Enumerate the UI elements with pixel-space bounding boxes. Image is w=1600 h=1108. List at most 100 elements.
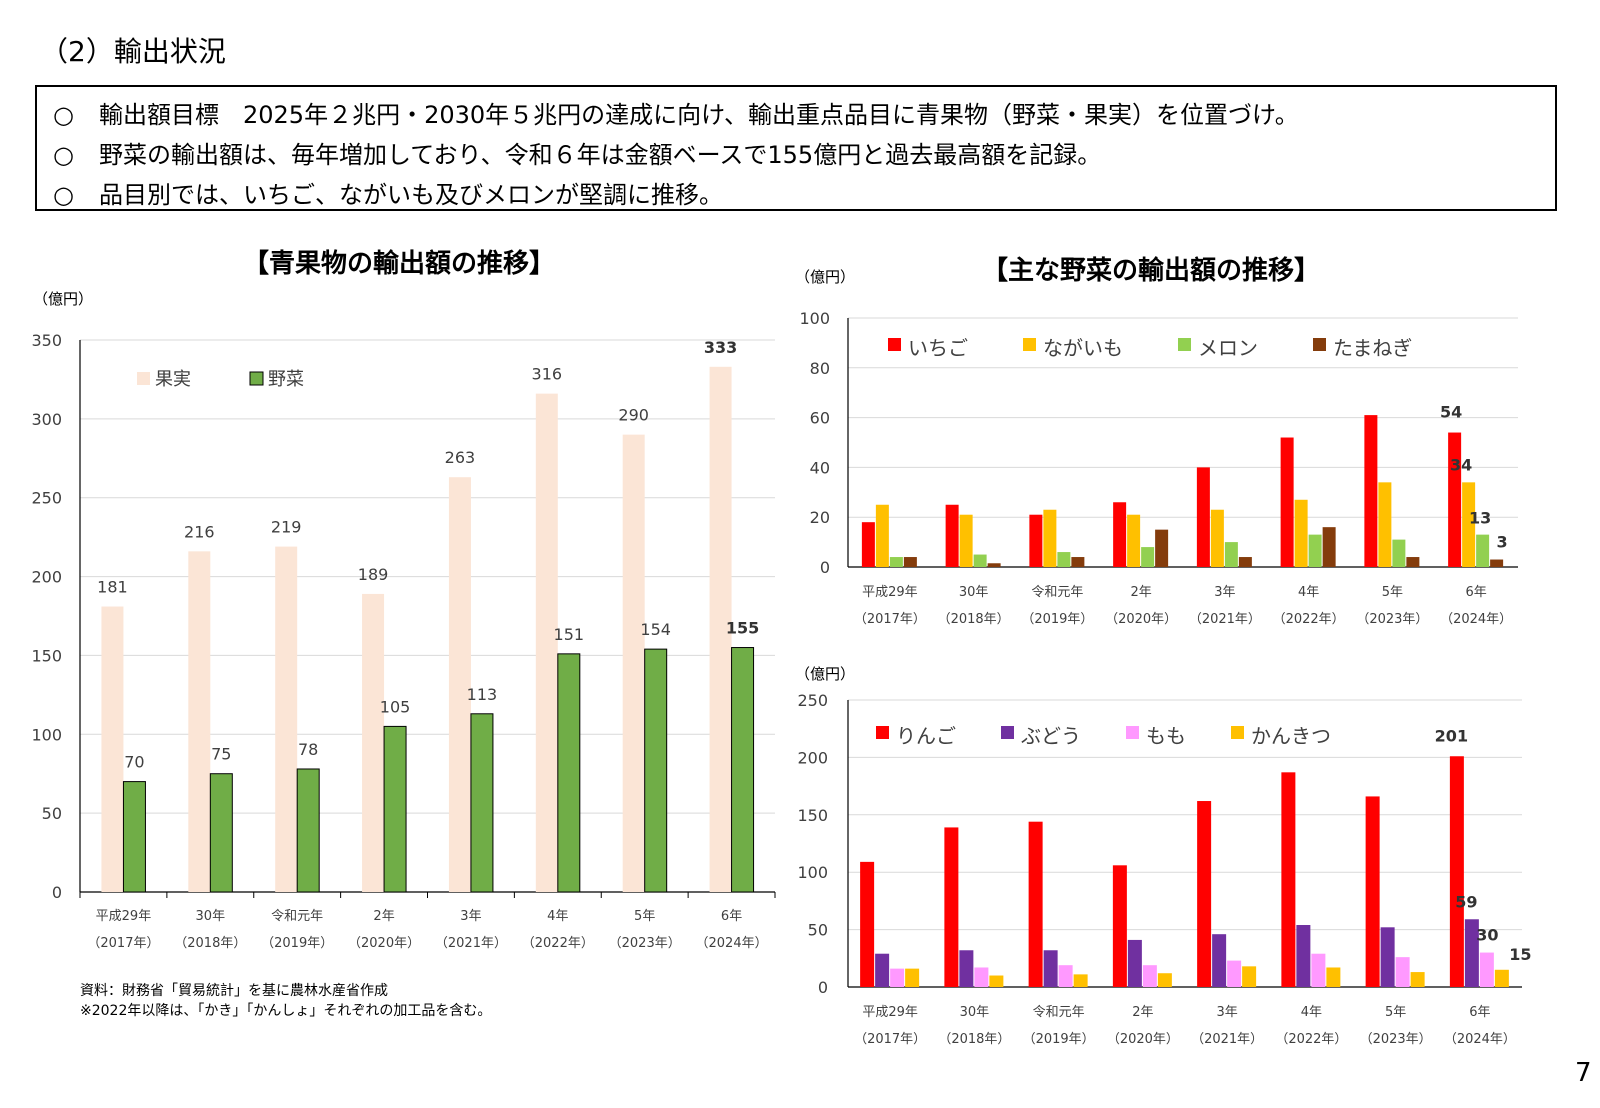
bar-ながいも	[1043, 509, 1057, 567]
x-tick-sublabel: （2021年）	[435, 936, 507, 951]
bar-かんきつ	[1073, 974, 1088, 987]
x-tick-label: 30年	[959, 585, 989, 600]
bar-もも	[1142, 965, 1157, 987]
y-tick-label: 200	[31, 568, 62, 587]
section-heading: （2）輸出状況	[40, 35, 226, 68]
bar-たまねぎ	[1490, 559, 1504, 567]
bar-fruit	[709, 366, 732, 893]
bar-かんきつ	[1326, 967, 1341, 987]
bar-fruit	[188, 551, 211, 892]
bar-かんきつ	[905, 968, 920, 987]
y-tick-label: 200	[797, 748, 828, 767]
legend-label: 果実	[155, 369, 191, 390]
data-label: 316	[532, 365, 563, 384]
legend-swatch	[1178, 338, 1191, 351]
y-tick-label: 40	[810, 458, 830, 477]
x-tick-sublabel: （2017年）	[854, 612, 926, 627]
x-tick-sublabel: （2022年）	[1273, 612, 1345, 627]
y-tick-label: 50	[42, 804, 62, 823]
x-tick-label: 令和元年	[271, 909, 323, 924]
y-tick-label: 250	[31, 489, 62, 508]
bar-かんきつ	[1410, 972, 1425, 987]
x-tick-sublabel: （2019年）	[1021, 612, 1093, 627]
x-tick-label: 5年	[1382, 585, 1403, 600]
data-label: 3	[1497, 533, 1508, 552]
y-tick-label: 150	[31, 646, 62, 665]
legend-swatch	[1313, 338, 1326, 351]
x-tick-label: 平成29年	[862, 1005, 918, 1020]
circle-bullet: ○	[53, 181, 74, 209]
x-tick-sublabel: （2020年）	[1105, 612, 1177, 627]
legend-label: 野菜	[268, 369, 304, 390]
x-tick-label: 30年	[196, 909, 226, 924]
y-tick-label: 80	[810, 359, 830, 378]
y-tick-label: 0	[52, 883, 62, 902]
x-tick-sublabel: （2018年）	[938, 612, 1010, 627]
x-tick-sublabel: （2017年）	[87, 936, 159, 951]
legend-swatch	[1231, 726, 1244, 739]
data-label: 151	[554, 625, 585, 644]
x-tick-sublabel: （2019年）	[1023, 1032, 1095, 1047]
bar-りんご	[1197, 801, 1212, 987]
legend-label: ながいも	[1043, 336, 1123, 360]
bar-いちご	[1448, 432, 1462, 567]
legend-label: メロン	[1198, 336, 1258, 360]
x-tick-label: 平成29年	[96, 909, 152, 924]
y-tick-label: 0	[820, 558, 830, 577]
bar-ながいも	[959, 514, 973, 567]
x-tick-sublabel: （2022年）	[1275, 1032, 1347, 1047]
bar-メロン	[889, 557, 903, 567]
x-tick-label: 4年	[1298, 585, 1319, 600]
data-label: 201	[1435, 726, 1468, 745]
bar-fruit	[101, 606, 124, 892]
bar-ぶどう	[875, 953, 890, 987]
x-tick-label: 6年	[1465, 585, 1486, 600]
bar-かんきつ	[1157, 973, 1172, 987]
data-label: 105	[380, 697, 411, 716]
bar-いちご	[1196, 467, 1210, 567]
bar-たまねぎ	[1238, 557, 1252, 567]
circle-bullet: ○	[53, 141, 74, 169]
bar-かんきつ	[1242, 966, 1257, 987]
bar-りんご	[1281, 772, 1296, 987]
bar-もも	[1395, 957, 1410, 987]
unit-label-produce: （億円）	[33, 290, 94, 308]
bar-りんご	[1112, 865, 1127, 987]
x-tick-label: 2年	[1132, 1005, 1153, 1020]
bar-たまねぎ	[1322, 527, 1336, 567]
data-label: 30	[1476, 926, 1498, 945]
x-tick-label: 4年	[547, 909, 568, 924]
data-label: 181	[97, 578, 128, 597]
bar-いちご	[1029, 514, 1043, 567]
legend-swatch	[1023, 338, 1036, 351]
legend-swatch	[137, 372, 150, 385]
data-label: 154	[640, 620, 671, 639]
data-label: 290	[618, 406, 649, 425]
unit-label-vegetables: （億円）	[795, 268, 856, 286]
bar-vegetable	[470, 713, 494, 893]
bar-ぶどう	[1127, 939, 1142, 987]
bar-メロン	[1476, 534, 1490, 567]
x-tick-sublabel: （2018年）	[174, 936, 246, 951]
bar-メロン	[1057, 552, 1071, 567]
bar-ながいも	[1462, 482, 1476, 567]
legend-label: いちご	[908, 336, 968, 360]
bar-メロン	[1308, 534, 1322, 567]
x-tick-sublabel: （2018年）	[938, 1032, 1010, 1047]
bar-fruit	[275, 546, 298, 892]
unit-label-fruits: （億円）	[795, 665, 856, 683]
bar-もも	[1227, 960, 1242, 987]
y-tick-label: 300	[31, 410, 62, 429]
bar-りんご	[944, 827, 959, 987]
x-tick-sublabel: （2023年）	[1360, 1032, 1432, 1047]
data-label: 263	[445, 448, 476, 467]
bar-いちご	[1280, 437, 1294, 567]
data-label: 155	[726, 619, 759, 638]
x-tick-label: 6年	[721, 909, 742, 924]
data-label: 75	[211, 745, 231, 764]
y-tick-label: 150	[797, 806, 828, 825]
bar-ながいも	[1378, 482, 1392, 567]
summary-text: 輸出額目標 2025年２兆円・2030年５兆円の達成に向け、輸出重点品目に青果物…	[99, 101, 1299, 129]
bar-もも	[890, 968, 905, 987]
data-label: 15	[1509, 945, 1531, 964]
